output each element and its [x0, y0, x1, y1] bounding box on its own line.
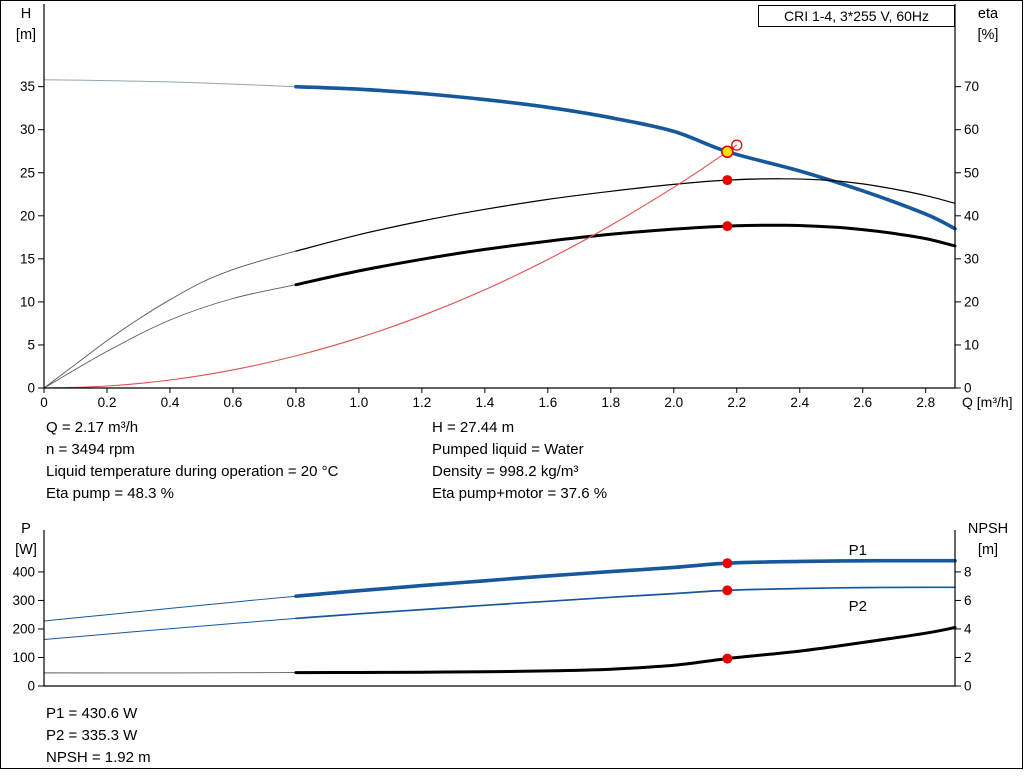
axis-lines [43, 530, 956, 687]
axis-text: 0 [27, 679, 35, 694]
liquid-temperature-value: Liquid temperature during operation = 20… [46, 463, 339, 480]
axis-text: 2 [964, 650, 972, 665]
density-value: Density = 998.2 kg/m³ [432, 463, 579, 480]
npsh-axis-title: NPSH [m] [960, 519, 1016, 561]
operating-data-left: Q = 2.17 m³/h n = 3494 rpm Liquid temper… [46, 417, 338, 505]
qh-curve-ext [43, 79, 297, 88]
p1-value: P1 = 430.6 W [46, 705, 138, 722]
eta-pump-curve [295, 178, 956, 252]
axis-text: 1.6 [538, 395, 557, 410]
axis-text: 50 [964, 165, 979, 180]
axis-text: 30 [20, 122, 35, 137]
npsh-axis-title-symbol: NPSH [967, 521, 1009, 537]
system-curve [43, 144, 738, 389]
axis-text: 0 [40, 395, 48, 410]
axis-text: 2.2 [727, 395, 746, 410]
p-axis-title-unit: [W] [15, 542, 37, 558]
p1-curve-ext [43, 595, 297, 622]
p2-value: P2 = 335.3 W [46, 727, 138, 744]
eta-pump-motor-curve [294, 223, 957, 287]
axis-text: 10 [20, 294, 35, 309]
flow-value: Q = 2.17 m³/h [46, 419, 139, 436]
npsh-value: NPSH = 1.92 m [46, 749, 151, 766]
axis-text: 20 [964, 294, 979, 309]
h-axis-title: H [m] [8, 4, 44, 46]
axis-text: 400 [12, 564, 35, 579]
eta-axis-title-unit: [%] [977, 27, 999, 43]
axis-text: 25 [20, 165, 35, 180]
axis-text: 35 [20, 79, 35, 94]
axis-text: 2.8 [916, 395, 935, 410]
axis-text: 5 [27, 337, 35, 352]
axis-text: 6 [964, 593, 972, 608]
qh-eta-chart: 0 5 10 15 20 25 30 35 0 10 20 30 40 50 60 70 0 0.2 0.4 0.6 0… [20, 4, 1013, 410]
axis-text: 200 [12, 621, 35, 636]
axis-text: 0 [964, 679, 972, 694]
duty-point-red-dot [722, 175, 733, 186]
power-npsh-chart: 0 100 200 300 400 0 2 4 6 8 P1 P2 [12, 530, 972, 694]
axis-text: 1.8 [601, 395, 620, 410]
p-axis-title-symbol: P [21, 521, 31, 537]
axis-text: Q [m³/h] [962, 394, 1013, 410]
axis-text: 2.6 [853, 395, 872, 410]
requested-duty-point-circle [731, 139, 743, 151]
axis-text: 0.4 [161, 395, 180, 410]
axis-text: 0.6 [224, 395, 243, 410]
eta-pump-curve-ext [43, 250, 297, 389]
axis-text: 1.2 [412, 395, 431, 410]
axis-text: 1.0 [350, 395, 369, 410]
duty-point-red-dot [722, 558, 733, 569]
axis-text: 100 [12, 650, 35, 665]
pump-model-box: CRI 1-4, 3*255 V, 60Hz [758, 5, 955, 27]
axis-text: 20 [20, 208, 35, 223]
axis-text: 0.8 [287, 395, 306, 410]
p1-curve [294, 558, 957, 598]
p-axis-title: P [W] [8, 519, 44, 561]
head-value: H = 27.44 m [432, 419, 515, 436]
eta-axis-title: eta [%] [966, 4, 1010, 46]
h-axis-title-unit: [m] [15, 27, 37, 43]
axis-text: 2.0 [664, 395, 683, 410]
curve-label-p1: P1 [849, 542, 867, 559]
axis-text: 60 [964, 122, 979, 137]
axis-text: 0 [964, 381, 972, 396]
axis-text: 0.2 [98, 395, 117, 410]
duty-point-red-dot [722, 585, 733, 596]
axis-text: 300 [12, 593, 35, 608]
h-axis-title-symbol: H [20, 6, 32, 22]
duty-point-red-dot [722, 653, 733, 664]
operating-data-right: H = 27.44 m Pumped liquid = Water Densit… [432, 417, 607, 505]
duty-point-yellow-dot [721, 145, 734, 159]
eta-pump-motor-value: Eta pump+motor = 37.6 % [432, 485, 608, 502]
axis-text: 4 [964, 621, 972, 636]
axis-text: 10 [964, 337, 979, 352]
npsh-axis-title-unit: [m] [977, 542, 999, 558]
axis-text: 2.4 [790, 395, 809, 410]
p2-curve-ext [43, 617, 297, 641]
axis-lines [43, 4, 956, 389]
eta-axis-title-symbol: eta [977, 6, 999, 22]
axis-text: 70 [964, 79, 979, 94]
pump-model-label: CRI 1-4, 3*255 V, 60Hz [783, 8, 929, 24]
axis-text: 15 [20, 251, 35, 266]
curve-label-p2: P2 [849, 598, 867, 615]
axis-text: 8 [964, 564, 972, 579]
eta-pump-value: Eta pump = 48.3 % [46, 485, 174, 502]
speed-value: n = 3494 rpm [46, 441, 135, 458]
p2-curve [295, 586, 956, 620]
qh-curve [294, 84, 957, 231]
axis-text: 1.4 [475, 395, 494, 410]
duty-point-red-dot [722, 221, 733, 232]
axis-text: 30 [964, 251, 979, 266]
npsh-curve [294, 626, 957, 675]
axis-text: 0 [27, 381, 35, 396]
eta-pump-motor-curve-ext [43, 284, 297, 389]
pumped-liquid-value: Pumped liquid = Water [432, 441, 584, 458]
axis-text: 40 [964, 208, 979, 223]
results-panel: P1 = 430.6 W P2 = 335.3 W NPSH = 1.92 m [46, 703, 151, 769]
